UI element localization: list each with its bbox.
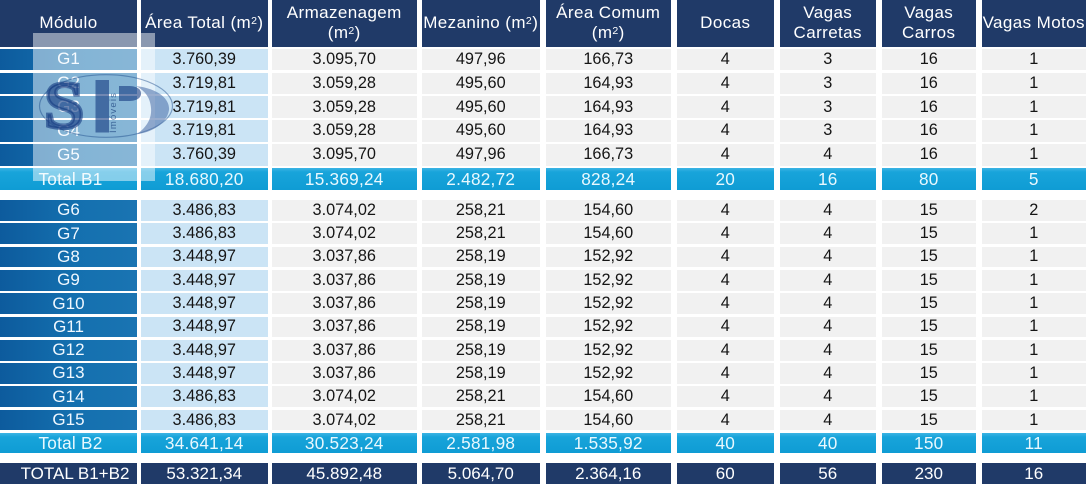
svg-text:Imóveis: Imóveis: [108, 92, 119, 133]
svg-text:S: S: [44, 68, 84, 143]
